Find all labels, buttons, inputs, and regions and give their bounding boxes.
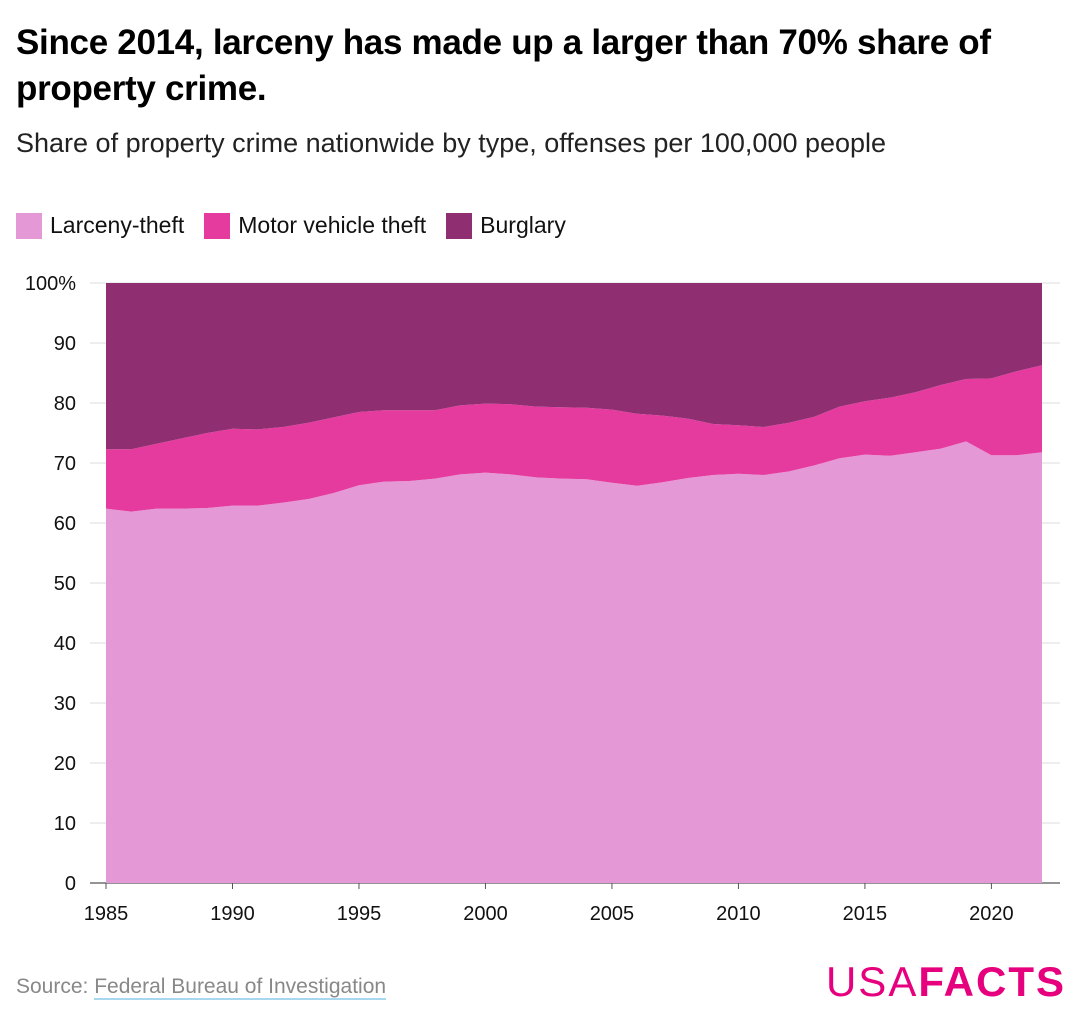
y-tick-label: 90 (54, 333, 76, 355)
x-tick-label: 1990 (210, 903, 255, 925)
area-series (106, 283, 1042, 883)
source-note: Source: Federal Bureau of Investigation (16, 975, 387, 1000)
usafacts-logo: USAFACTS (826, 958, 1066, 1006)
legend-label-burglary: Burglary (480, 212, 566, 238)
area-series-larceny-theft (106, 441, 1042, 883)
legend-item-larceny: Larceny-theft (16, 212, 184, 239)
x-tick-label: 2000 (463, 903, 508, 925)
source-link[interactable]: Federal Bureau of Investigation (94, 975, 387, 1000)
x-tick-label: 2015 (843, 903, 888, 925)
legend-swatch-motor-vehicle-theft (204, 212, 231, 239)
legend-swatch-larceny (16, 212, 42, 239)
x-tick-label: 2005 (590, 903, 635, 925)
y-tick-label: 50 (54, 573, 76, 595)
legend-label-motor-vehicle-theft: Motor vehicle theft (238, 212, 427, 238)
logo-facts-text: FACTS (918, 958, 1066, 1005)
chart-title: Since 2014, larceny has made up a larger… (16, 23, 991, 108)
chart-subtitle: Share of property crime nationwide by ty… (16, 128, 887, 158)
legend-item-motor-vehicle-theft: Motor vehicle theft (204, 212, 426, 239)
x-tick-label: 2020 (969, 903, 1014, 925)
y-tick-label: 80 (54, 393, 76, 415)
source-prefix: Source: (16, 975, 95, 998)
area-series-motor-vehicle-theft (106, 365, 1042, 512)
stacked-area-chart: 0 10 20 30 40 50 60 70 80 90 100% 1985 1990 1995 2000 2… (25, 273, 1060, 925)
axes: 0 10 20 30 40 50 60 70 80 90 100% 1985 1990 1995 2000 2… (25, 273, 1014, 925)
x-tick-label: 1985 (84, 903, 129, 925)
legend-label-larceny: Larceny-theft (50, 212, 185, 238)
legend: Larceny-theft Motor vehicle theft Burgla… (16, 212, 586, 239)
area-series-burglary (106, 283, 1042, 450)
legend-swatch-burglary (446, 212, 473, 239)
x-tick-label: 2010 (716, 903, 761, 925)
y-tick-label: 10 (54, 813, 76, 835)
logo-usa-text: USA (825, 958, 919, 1005)
y-tick-label: 60 (54, 513, 76, 535)
y-tick-label: 20 (54, 753, 76, 775)
x-tick-label: 1995 (337, 903, 382, 925)
y-tick-label: 100% (25, 273, 76, 295)
legend-item-burglary: Burglary (446, 212, 566, 239)
y-tick-label: 40 (54, 633, 76, 655)
y-tick-label: 30 (54, 693, 76, 715)
y-tick-label: 0 (65, 873, 76, 895)
y-tick-label: 70 (54, 453, 76, 475)
